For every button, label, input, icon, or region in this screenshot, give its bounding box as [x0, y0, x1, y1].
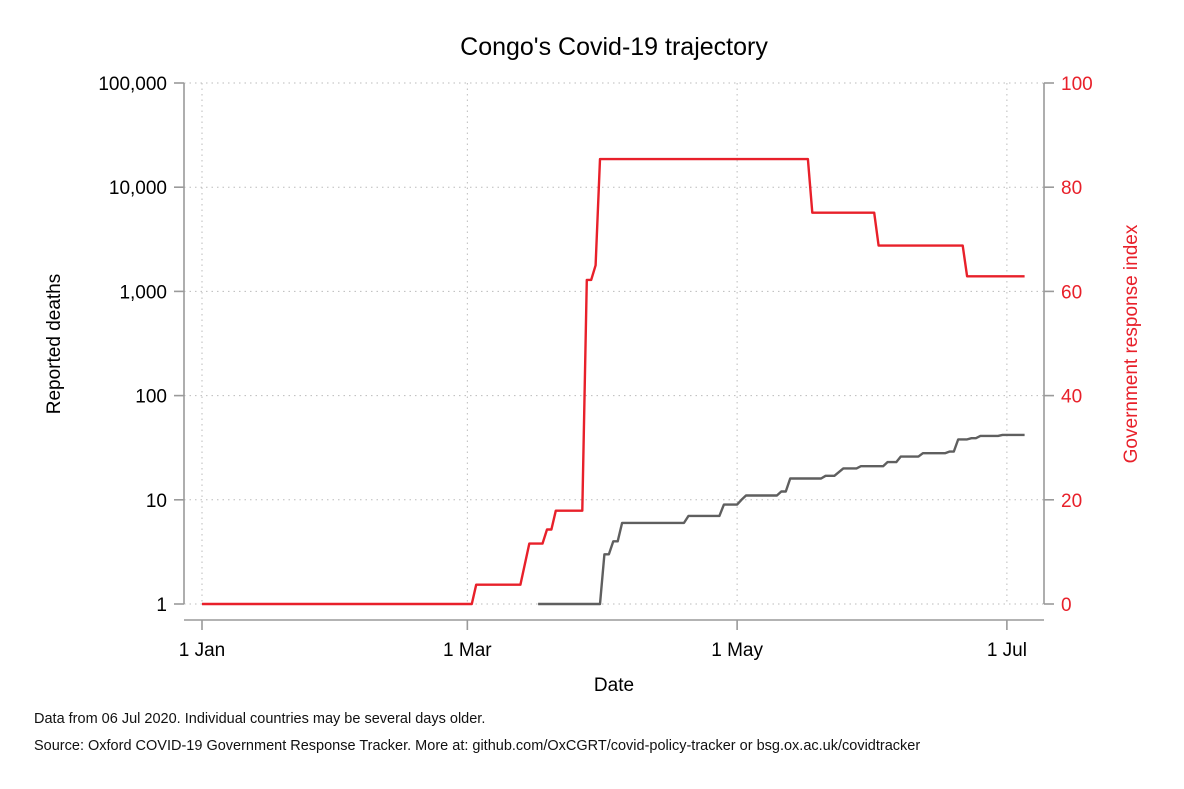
footnote-source: Source: Oxford COVID-19 Government Respo…: [34, 738, 921, 754]
x-axis-label: Date: [594, 675, 634, 696]
right-axis-tick-label: 60: [1061, 282, 1082, 303]
left-axis-tick-label: 10,000: [109, 178, 167, 199]
footnote-data-date: Data from 06 Jul 2020. Individual countr…: [34, 711, 486, 727]
x-axis-tick-label: 1 Mar: [443, 640, 492, 661]
right-axis-tick-label: 100: [1061, 74, 1093, 95]
left-axis-label: Reported deaths: [44, 274, 65, 415]
series-government-response-line: [202, 157, 1025, 606]
left-axis-tick-label: 100,000: [98, 74, 167, 95]
left-axis-tick-label: 100: [135, 387, 167, 408]
x-axis-tick-label: 1 May: [711, 640, 763, 661]
right-axis-tick-label: 40: [1061, 387, 1082, 408]
x-axis-tick-label: 1 Jul: [987, 640, 1027, 661]
grid: [184, 82, 1044, 605]
right-axis-tick-label: 80: [1061, 178, 1082, 199]
left-axis-tick-label: 1: [156, 595, 167, 616]
right-axis-tick-label: 20: [1061, 491, 1082, 512]
series-reported-deaths-line: [538, 433, 1025, 606]
left-axis-tick-label: 1,000: [119, 282, 167, 303]
chart-title: Congo's Covid-19 trajectory: [460, 33, 768, 61]
axes: 1 10 100 1,000 10,000 100,000 0 20 40 60 80 100 1 Ja…: [98, 74, 1092, 661]
series-lines: [202, 157, 1025, 606]
x-axis-tick-label: 1 Jan: [179, 640, 225, 661]
right-axis-tick-label: 0: [1061, 595, 1072, 616]
right-axis-label: Government response index: [1121, 224, 1142, 463]
left-axis-tick-label: 10: [146, 491, 167, 512]
